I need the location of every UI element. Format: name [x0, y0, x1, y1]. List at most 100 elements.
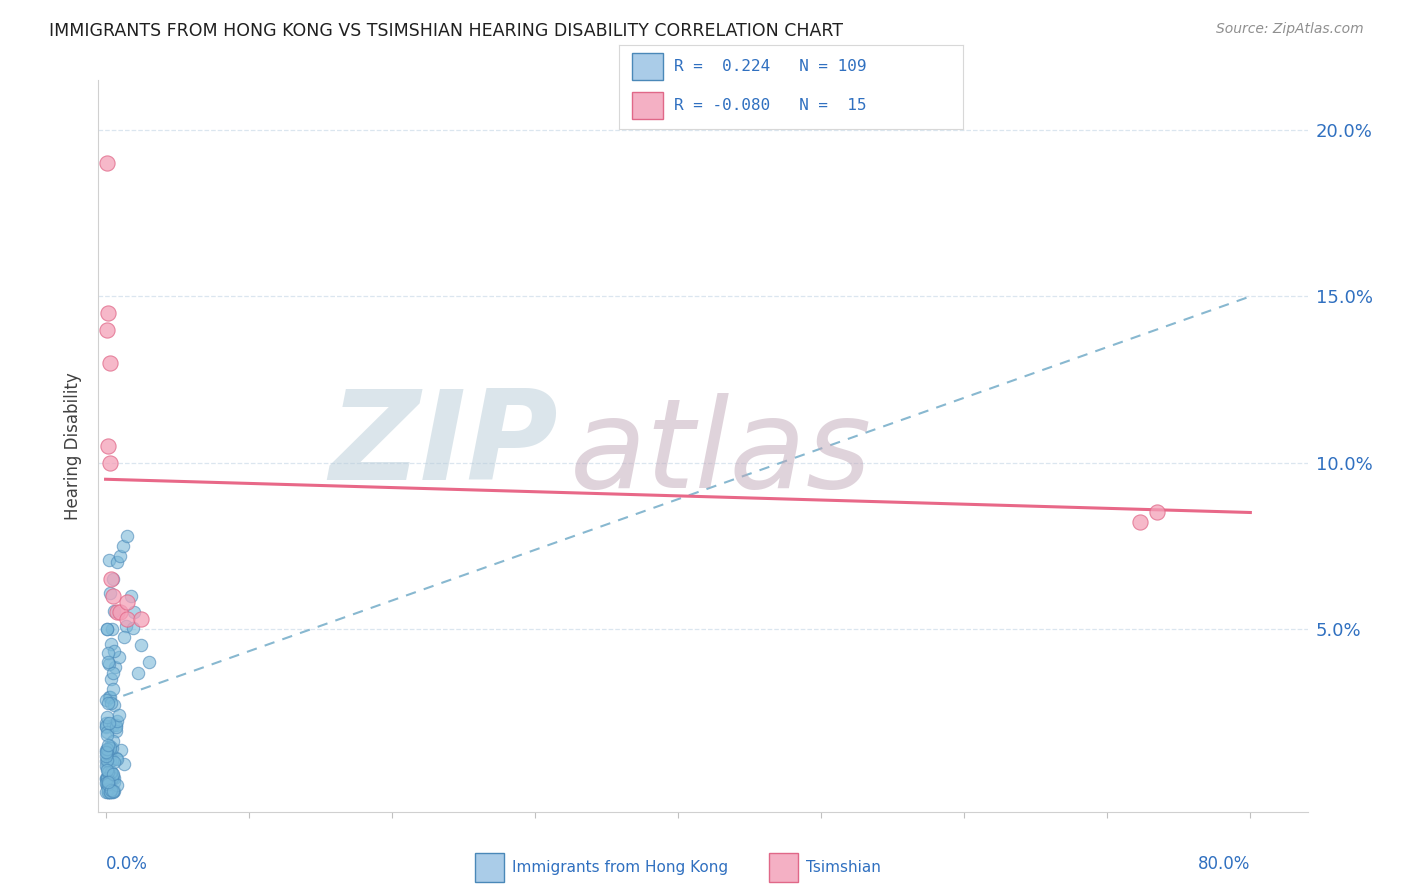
Point	[96, 743, 118, 757]
Point	[97, 439, 120, 453]
Point	[97, 774, 120, 789]
Point	[110, 743, 132, 757]
Point	[101, 767, 124, 781]
Bar	[633, 92, 664, 120]
Point	[96, 771, 118, 785]
Point	[96, 759, 118, 773]
Point	[103, 682, 125, 697]
Point	[100, 572, 122, 586]
Point	[97, 750, 120, 764]
Point	[101, 766, 124, 780]
Point	[96, 720, 118, 734]
Point	[98, 741, 121, 756]
Point	[103, 604, 125, 618]
Point	[97, 738, 120, 752]
Text: Source: ZipAtlas.com: Source: ZipAtlas.com	[1216, 22, 1364, 37]
Point	[97, 772, 120, 786]
Point	[98, 356, 121, 370]
Text: 0.0%: 0.0%	[105, 855, 148, 873]
Point	[97, 306, 120, 320]
Point	[115, 595, 138, 609]
Point	[96, 777, 118, 791]
Point	[97, 785, 120, 799]
Point	[105, 714, 128, 729]
Point	[98, 586, 121, 600]
Point	[96, 622, 118, 636]
Point	[103, 772, 125, 786]
Point	[105, 718, 128, 732]
Point	[96, 741, 118, 756]
Point	[115, 529, 138, 543]
Point	[101, 785, 124, 799]
Y-axis label: Hearing Disability: Hearing Disability	[65, 372, 83, 520]
Point	[1146, 506, 1168, 520]
Point	[100, 764, 122, 779]
Bar	[769, 854, 799, 881]
Point	[105, 555, 128, 569]
Point	[105, 720, 128, 734]
Point	[101, 622, 124, 636]
Point	[101, 753, 124, 767]
Point	[105, 752, 128, 766]
Point	[100, 783, 122, 797]
Point	[96, 710, 118, 724]
Point	[101, 769, 124, 783]
Point	[101, 572, 124, 586]
Point	[96, 755, 118, 769]
Point	[131, 612, 153, 626]
Point	[97, 764, 120, 779]
Text: R = -0.080   N =  15: R = -0.080 N = 15	[673, 98, 866, 113]
Point	[96, 745, 118, 759]
Point	[96, 772, 118, 786]
Point	[103, 785, 125, 799]
Point	[103, 756, 125, 770]
Point	[97, 748, 120, 763]
Point	[101, 784, 124, 798]
Point	[112, 630, 135, 644]
Point	[98, 784, 121, 798]
Point	[96, 719, 118, 733]
Point	[101, 734, 124, 748]
Point	[100, 672, 122, 686]
Point	[138, 655, 160, 669]
Point	[100, 697, 122, 711]
Point	[96, 753, 118, 767]
Text: 80.0%: 80.0%	[1198, 855, 1250, 873]
Point	[97, 775, 120, 789]
Point	[97, 655, 120, 669]
Point	[120, 589, 142, 603]
Point	[96, 156, 118, 170]
Point	[96, 776, 118, 790]
Bar	[475, 854, 505, 881]
Point	[98, 785, 121, 799]
Point	[108, 605, 131, 619]
Point	[96, 778, 118, 792]
Point	[97, 782, 120, 797]
Point	[96, 748, 118, 763]
Text: atlas: atlas	[569, 392, 872, 514]
Point	[97, 646, 120, 660]
Point	[108, 549, 131, 563]
Point	[104, 660, 127, 674]
Point	[96, 771, 118, 785]
Point	[96, 761, 118, 775]
Point	[97, 777, 120, 791]
Point	[107, 708, 129, 723]
Point	[96, 785, 118, 799]
Point	[103, 775, 125, 789]
Point	[98, 553, 121, 567]
Point	[96, 774, 118, 789]
Point	[97, 785, 120, 799]
Point	[111, 539, 134, 553]
Point	[98, 690, 121, 704]
Point	[96, 724, 118, 739]
Point	[96, 744, 118, 758]
Point	[96, 746, 118, 760]
Point	[97, 690, 120, 704]
Point	[127, 665, 149, 680]
Point	[98, 657, 121, 672]
Point	[104, 723, 127, 738]
Point	[1129, 516, 1152, 530]
Point	[112, 756, 135, 771]
Point	[101, 741, 124, 756]
